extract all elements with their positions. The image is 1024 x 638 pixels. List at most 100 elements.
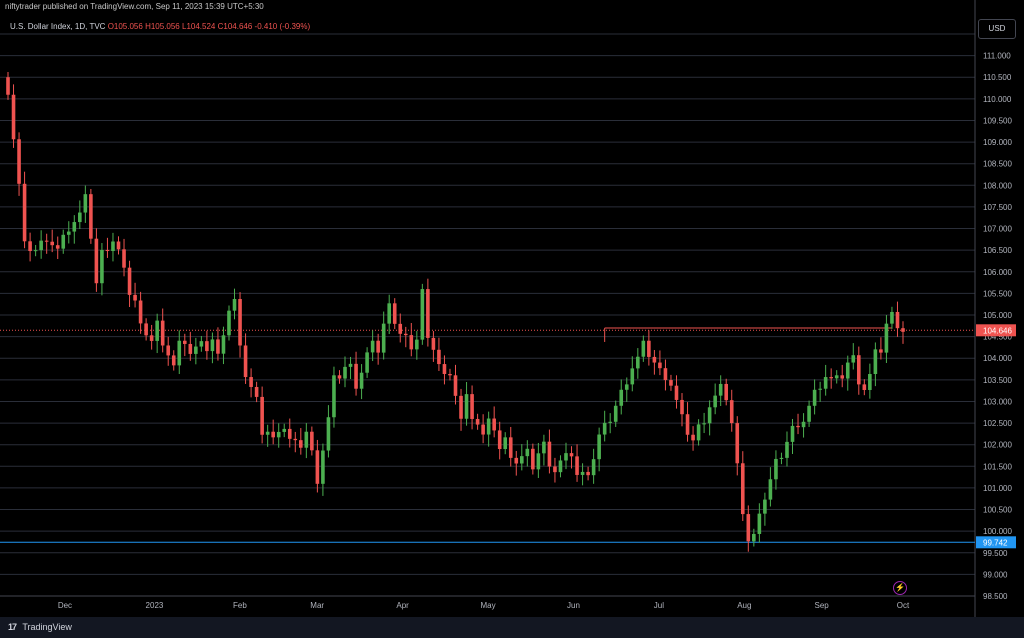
candle-body xyxy=(403,333,408,336)
candle-body xyxy=(177,340,182,366)
support-price-label: 99.742 xyxy=(983,538,1008,547)
ohlc-open: O105.056 xyxy=(107,22,143,31)
candle-body xyxy=(862,384,867,391)
candle-body xyxy=(696,424,701,441)
candle-body xyxy=(591,459,596,476)
candle-body xyxy=(188,343,193,354)
candle-body xyxy=(884,323,889,353)
x-tick-label: Feb xyxy=(233,601,247,610)
y-tick-label: 100.000 xyxy=(983,527,1012,536)
candle-body xyxy=(525,448,530,457)
candle-body xyxy=(442,364,447,375)
tradingview-logo[interactable]: 17 TradingView xyxy=(8,622,72,632)
candle-body xyxy=(840,375,845,379)
candle-body xyxy=(652,356,657,363)
ohlc-high: H105.056 xyxy=(145,22,180,31)
candle-body xyxy=(624,384,629,390)
y-tick-label: 99.000 xyxy=(983,570,1008,579)
candle-body xyxy=(426,289,430,338)
candle-body xyxy=(249,377,253,387)
candle-body xyxy=(343,366,347,379)
y-tick-label: 98.500 xyxy=(983,592,1008,601)
candle-body xyxy=(553,466,557,473)
candle-body xyxy=(547,441,552,467)
candle-body xyxy=(431,337,436,350)
candle-body xyxy=(243,345,248,378)
candle-body xyxy=(658,362,662,369)
y-tick-label: 102.000 xyxy=(983,441,1012,450)
candle-body xyxy=(66,231,71,235)
ohlc-close: C104.646 xyxy=(217,22,253,31)
y-tick-label: 106.500 xyxy=(983,246,1012,255)
published-note: niftytrader published on TradingView.com… xyxy=(5,2,264,11)
footer-bar: 17 TradingView xyxy=(0,617,1024,638)
candle-body xyxy=(519,456,524,464)
candle-body xyxy=(265,431,270,435)
x-tick-label: Oct xyxy=(897,601,910,610)
y-tick-label: 107.500 xyxy=(983,203,1012,212)
x-tick-label: Aug xyxy=(737,601,751,610)
candle-body xyxy=(729,400,734,424)
candle-body xyxy=(763,499,767,514)
candle-body xyxy=(475,418,480,425)
lightning-icon[interactable]: ⚡ xyxy=(893,581,907,595)
y-tick-label: 108.500 xyxy=(983,160,1012,169)
candle-body xyxy=(238,299,242,346)
candle-body xyxy=(586,471,590,476)
candle-body xyxy=(790,425,795,442)
candle-body xyxy=(619,389,624,406)
x-tick-label: Jul xyxy=(654,601,664,610)
candle-body xyxy=(387,303,392,324)
candle-body xyxy=(321,450,325,484)
candle-body xyxy=(735,423,740,464)
candle-body xyxy=(823,377,828,389)
candle-body xyxy=(111,241,115,252)
brand-label: TradingView xyxy=(22,622,72,632)
candle-body xyxy=(818,388,822,390)
candle-body xyxy=(481,424,485,435)
candle-body xyxy=(55,245,60,249)
candle-body xyxy=(647,340,651,357)
candle-body xyxy=(28,241,32,252)
symbol-legend: U.S. Dollar Index, 1D, TVC O105.056 H105… xyxy=(10,22,310,31)
candle-body xyxy=(194,346,198,354)
candle-body xyxy=(276,431,281,438)
candle-body xyxy=(602,422,607,435)
candle-body xyxy=(724,383,729,401)
candle-body xyxy=(166,345,171,356)
candle-body xyxy=(531,448,535,470)
candle-body xyxy=(580,471,585,475)
candle-body xyxy=(105,249,110,252)
candle-body xyxy=(216,339,220,354)
candle-body xyxy=(669,380,673,386)
candle-body xyxy=(834,375,839,379)
candle-body xyxy=(155,320,159,341)
candle-body xyxy=(437,349,441,365)
candle-body xyxy=(779,457,784,459)
currency-button[interactable]: USD xyxy=(978,19,1016,39)
candle-body xyxy=(144,323,148,336)
candle-body xyxy=(116,241,121,250)
y-tick-label: 105.000 xyxy=(983,311,1012,320)
candle-body xyxy=(796,425,800,428)
y-tick-label: 104.000 xyxy=(983,354,1012,363)
candle-body xyxy=(514,457,519,464)
candle-body xyxy=(448,374,452,376)
candle-body xyxy=(370,340,375,353)
candle-body xyxy=(597,434,601,460)
y-tick-label: 103.000 xyxy=(983,397,1012,406)
candle-body xyxy=(901,328,905,332)
candle-body xyxy=(11,94,16,140)
candle-body xyxy=(122,249,126,268)
y-tick-label: 109.000 xyxy=(983,138,1012,147)
candle-body xyxy=(707,407,712,424)
candle-body xyxy=(326,417,331,451)
candle-body xyxy=(171,355,176,366)
candle-body xyxy=(227,310,231,336)
y-tick-label: 101.500 xyxy=(983,462,1012,471)
candle-body xyxy=(857,355,861,385)
candle-body xyxy=(536,453,541,470)
ohlc-low: L104.524 xyxy=(182,22,216,31)
